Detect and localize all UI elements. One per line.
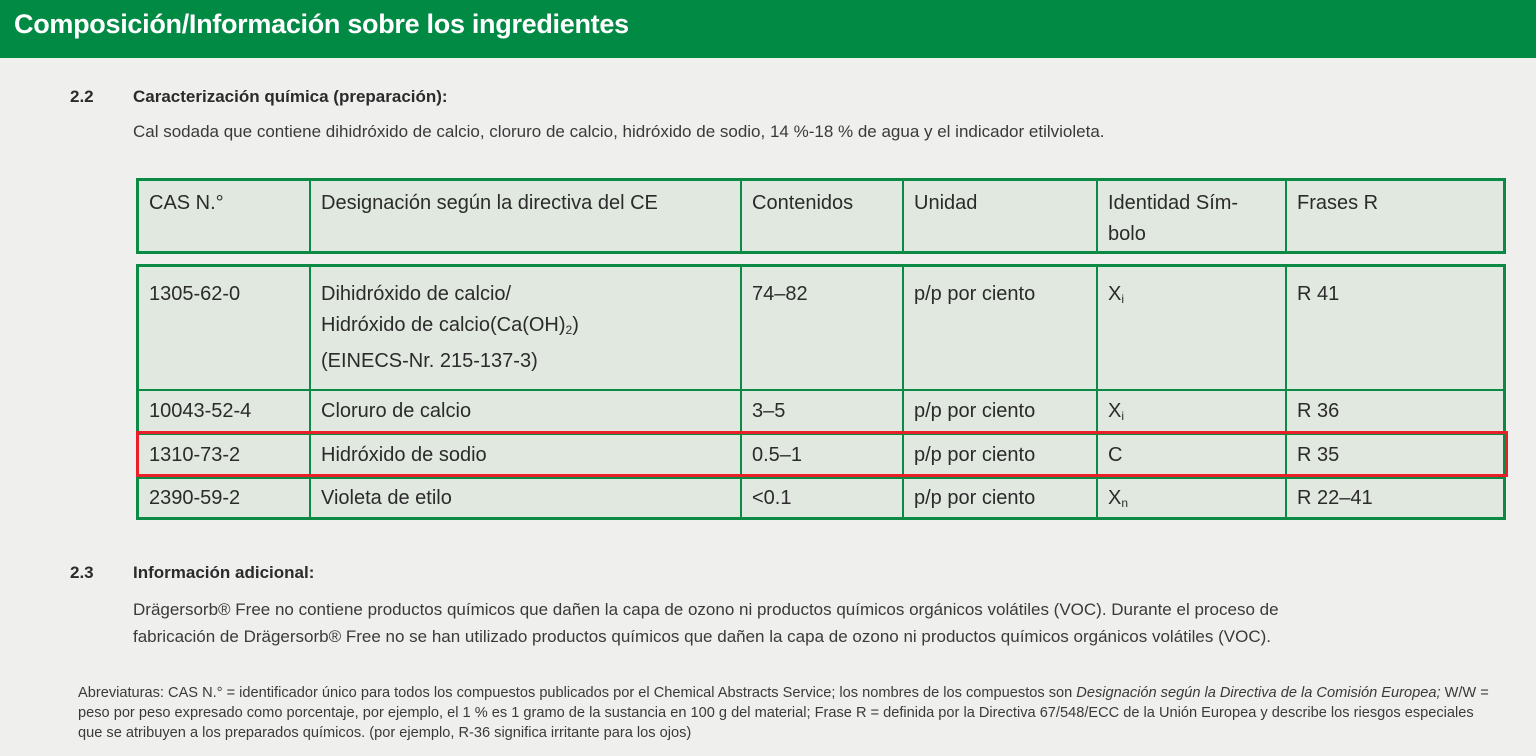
- header-designation: Designación según la directiva del CE: [321, 192, 658, 214]
- section-2-2-text: Cal sodada que contiene dihidróxido de c…: [133, 122, 1105, 141]
- cell-cas: 1305-62-0: [149, 283, 241, 305]
- cell-cas: 10043-52-4: [149, 400, 252, 422]
- cell-cas: 1310-73-2: [149, 444, 241, 466]
- column-divider: [1285, 267, 1287, 517]
- cell-unit: p/p por ciento: [914, 444, 1036, 466]
- cell-contents: 0.5–1: [752, 444, 803, 466]
- column-divider: [902, 267, 904, 517]
- cell-symbol: C: [1108, 444, 1123, 466]
- page-title: Composición/Información sobre los ingred…: [14, 9, 629, 39]
- section-2-2-title: Caracterización química (preparación):: [133, 87, 448, 106]
- row-divider: [139, 433, 1503, 435]
- column-divider: [1096, 267, 1098, 517]
- cell-unit: p/p por ciento: [914, 283, 1036, 305]
- cell-designation: Cloruro de calcio: [321, 400, 472, 422]
- header-r-phrases: Frases R: [1297, 192, 1379, 214]
- column-divider: [740, 181, 742, 251]
- designation-line: (EINECS-Nr. 215-137-3): [321, 350, 538, 372]
- section-2-3-line2: fabricación de Drägersorb® Free no se ha…: [133, 627, 1271, 646]
- cell-symbol: Xi: [1108, 283, 1125, 306]
- cell-contents: 3–5: [752, 400, 786, 422]
- section-2-2-number: 2.2: [70, 87, 94, 106]
- cell-unit: p/p por ciento: [914, 487, 1036, 509]
- composition-table-header: CAS N.° Designación según la directiva d…: [136, 178, 1506, 254]
- cell-contents: 74–82: [752, 283, 808, 305]
- cell-unit: p/p por ciento: [914, 400, 1036, 422]
- section-2-3-title: Información adicional:: [133, 563, 315, 582]
- cell-r-phrases: R 35: [1297, 444, 1340, 466]
- composition-table-body: 1305-62-0 Dihidróxido de calcio/ Hidróxi…: [136, 264, 1506, 520]
- column-divider: [740, 267, 742, 517]
- header-unit: Unidad: [914, 192, 978, 214]
- section-2-3-number: 2.3: [70, 563, 94, 582]
- designation-line: Dihidróxido de calcio/: [321, 283, 512, 305]
- column-divider: [1285, 181, 1287, 251]
- row-divider: [139, 477, 1503, 479]
- cell-designation: Violeta de etilo: [321, 487, 452, 509]
- column-divider: [902, 181, 904, 251]
- column-divider: [309, 181, 311, 251]
- designation-line: Hidróxido de calcio(Ca(OH)2): [321, 314, 579, 337]
- header-symbol: Identidad Sím- bolo: [1108, 188, 1238, 250]
- header-contents: Contenidos: [752, 192, 854, 214]
- row-divider: [139, 389, 1503, 391]
- cell-designation: Hidróxido de sodio: [321, 444, 487, 466]
- cell-r-phrases: R 36: [1297, 400, 1340, 422]
- column-divider: [1096, 181, 1098, 251]
- header-cas: CAS N.°: [149, 192, 224, 214]
- header-symbol-line1: Identidad Sím-: [1108, 192, 1239, 214]
- cell-contents: <0.1: [752, 487, 792, 509]
- cell-r-phrases: R 41: [1297, 283, 1340, 305]
- cell-symbol: Xi: [1108, 400, 1125, 423]
- abbreviations-footnote: Abreviaturas: CAS N.° = identificador ún…: [78, 685, 1489, 741]
- column-divider: [309, 267, 311, 517]
- cell-designation: Dihidróxido de calcio/ Hidróxido de calc…: [321, 279, 579, 377]
- cell-r-phrases: R 22–41: [1297, 487, 1373, 509]
- header-bar: Composición/Información sobre los ingred…: [0, 0, 1536, 58]
- header-symbol-line2: bolo: [1108, 223, 1146, 245]
- cell-symbol: Xn: [1108, 487, 1129, 510]
- cell-cas: 2390-59-2: [149, 487, 241, 509]
- section-2-3-line1: Drägersorb® Free no contiene productos q…: [133, 600, 1279, 619]
